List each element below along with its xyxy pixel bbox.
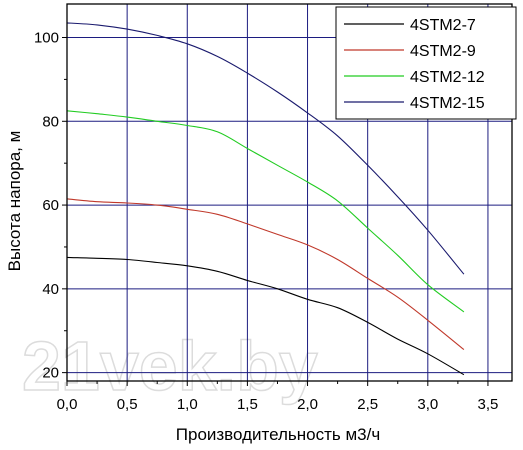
x-tick-label: 1,5 bbox=[237, 396, 258, 413]
legend-label: 4STM2-15 bbox=[410, 95, 485, 112]
series-line-4STM2-15 bbox=[66, 22, 465, 275]
series-line-4STM2-12 bbox=[66, 110, 465, 313]
y-tick-label: 40 bbox=[42, 281, 59, 298]
tick-labels: 0,0 0,5 1,0 1,5 2,0 2,5 3,0 3,5 20 40 60 80 100 bbox=[34, 30, 498, 413]
legend-label: 4STM2-9 bbox=[410, 43, 476, 60]
x-tick-label: 0,5 bbox=[117, 396, 138, 413]
legend: 4STM2-7 4STM2-9 4STM2-12 4STM2-15 bbox=[335, 6, 517, 120]
y-tick-label: 80 bbox=[42, 113, 59, 130]
ticks bbox=[62, 37, 489, 386]
y-tick-label: 100 bbox=[34, 30, 59, 47]
x-tick-label: 3,5 bbox=[478, 396, 499, 413]
plot-frame bbox=[66, 3, 513, 382]
y-tick-label: 20 bbox=[42, 365, 59, 382]
x-tick-label: 3,0 bbox=[417, 396, 438, 413]
watermark: 21vek.by bbox=[22, 327, 318, 405]
series-line-4STM2-7 bbox=[66, 256, 465, 376]
grid bbox=[67, 4, 512, 381]
series-layer bbox=[66, 22, 465, 376]
x-tick-label: 2,0 bbox=[297, 396, 318, 413]
x-tick-label: 1,0 bbox=[177, 396, 198, 413]
x-tick-label: 2,5 bbox=[357, 396, 378, 413]
legend-box bbox=[335, 6, 517, 120]
x-tick-label: 0,0 bbox=[57, 396, 78, 413]
y-tick-label: 60 bbox=[42, 197, 59, 214]
x-axis-title: Производительность м3/ч bbox=[176, 425, 380, 444]
legend-label: 4STM2-7 bbox=[410, 17, 476, 34]
series-line-4STM2-9 bbox=[66, 198, 465, 351]
legend-label: 4STM2-12 bbox=[410, 69, 485, 86]
y-axis-title: Высота напора, м bbox=[5, 131, 24, 272]
